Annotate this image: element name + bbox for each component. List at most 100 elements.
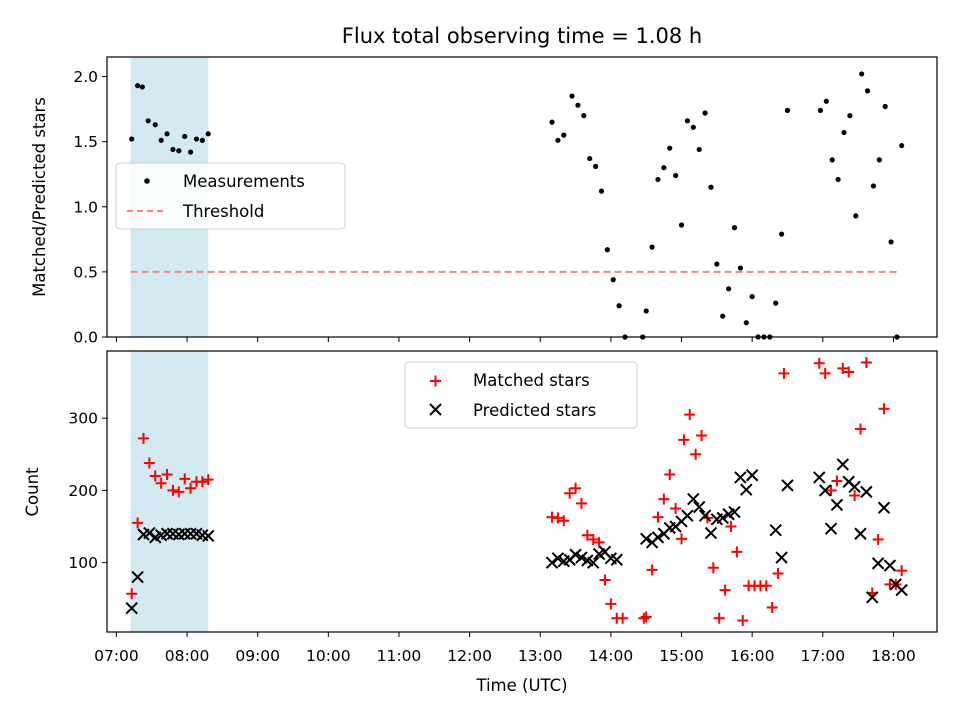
xtick-label: 16:00	[730, 647, 775, 665]
predicted-stars-point	[143, 526, 156, 540]
matched-stars-point	[725, 521, 737, 533]
matched-stars-point	[731, 546, 743, 558]
measurement-point	[737, 265, 743, 271]
xtick-label: 11:00	[377, 647, 422, 665]
matched-stars-point	[599, 574, 611, 586]
count-legend-label-matched: Matched stars	[473, 371, 590, 390]
measurement-point	[684, 118, 691, 124]
matched-stars-point	[593, 536, 605, 548]
predicted-stars-point	[184, 527, 197, 540]
measurement-point	[841, 129, 847, 136]
predicted-stars-point	[728, 505, 741, 519]
measurement-point	[888, 239, 894, 245]
measurement-point	[696, 146, 702, 153]
predicted-stars-point	[818, 484, 832, 497]
predicted-stars-point	[740, 483, 753, 496]
measurement-point	[667, 145, 673, 151]
predicted-stars-point	[639, 532, 653, 546]
measurement-point	[555, 137, 561, 143]
measurement-point	[170, 146, 176, 153]
measurement-point	[882, 103, 888, 110]
matched-stars-point	[719, 584, 731, 596]
measurement-point	[604, 247, 610, 253]
predicted-stars-point	[569, 548, 582, 561]
ratio-ytick-label: 0.5	[73, 263, 98, 281]
measurement-point	[678, 222, 685, 228]
matched-stars-point	[737, 614, 749, 626]
measurement-point	[726, 286, 732, 292]
xtick-label: 18:00	[871, 647, 916, 665]
matched-stars-point	[676, 533, 688, 545]
measurement-point	[587, 155, 593, 162]
predicted-stars-point	[692, 500, 706, 514]
predicted-stars-point	[587, 556, 600, 569]
matched-stars-point	[670, 502, 682, 514]
measurement-point	[847, 113, 853, 119]
matched-stars-point	[155, 477, 167, 489]
matched-stars-point	[658, 493, 670, 505]
predicted-stars-point	[871, 557, 885, 570]
ratio-ytick-label: 1.5	[73, 133, 98, 151]
matched-stars-point	[664, 469, 676, 481]
measurement-point	[610, 277, 616, 283]
ratio-legend-marker-measurements	[144, 178, 150, 184]
measurement-point	[714, 261, 720, 267]
measurement-point	[643, 308, 649, 314]
measurement-point	[773, 300, 779, 306]
predicted-stars-point	[745, 469, 759, 482]
predicted-stars-point	[781, 479, 794, 492]
matched-stars-point	[760, 580, 772, 592]
ratio-legend-label-measurements: Measurements	[183, 172, 305, 191]
matched-stars-point	[766, 601, 778, 613]
matched-stars-point	[185, 482, 197, 494]
count-legend-box	[404, 361, 638, 429]
matched-stars-point	[778, 367, 790, 379]
xtick-label: 07:00	[94, 647, 139, 665]
measurement-point	[158, 137, 164, 143]
measurement-point	[569, 93, 575, 99]
ratio-legend-box	[115, 162, 346, 230]
predicted-stars-point	[687, 492, 700, 506]
matched-stars-point	[161, 469, 173, 481]
ratio-axes-frame	[106, 56, 938, 338]
count-ytick-label: 100	[68, 554, 98, 572]
measurement-point	[164, 131, 170, 137]
matched-stars-point	[849, 489, 861, 501]
matched-stars-point	[575, 497, 587, 509]
predicted-stars-point	[704, 526, 718, 540]
predicted-stars-point	[202, 529, 215, 543]
measurement-point	[145, 118, 151, 124]
matched-stars-point	[652, 511, 664, 523]
measurement-point	[708, 184, 714, 190]
predicted-stars-point	[160, 527, 174, 540]
predicted-stars-point	[854, 527, 867, 540]
measurement-point	[661, 165, 667, 171]
matched-stars-point	[678, 434, 690, 446]
measurement-point	[616, 303, 622, 309]
matched-stars-point	[696, 430, 708, 442]
predicted-stars-point	[860, 485, 873, 499]
measurement-point	[853, 213, 859, 219]
matched-stars-point	[872, 534, 884, 546]
matched-stars-point	[638, 612, 650, 624]
measurement-point	[817, 107, 824, 113]
count-legend: Matched stars Predicted stars	[404, 361, 638, 429]
measurement-point	[176, 148, 182, 154]
ratio-ytick-label: 1.0	[73, 198, 98, 216]
measurement-point	[690, 124, 696, 130]
matched-stars-point	[772, 567, 784, 579]
measurement-point	[193, 136, 200, 142]
predicted-stars-point	[848, 480, 861, 494]
matched-stars-point	[137, 432, 149, 444]
matched-stars-point	[587, 534, 599, 546]
matched-stars-point	[149, 470, 161, 482]
matched-stars-point	[831, 475, 843, 487]
measurement-point	[743, 320, 749, 326]
xtick-label: 15:00	[659, 647, 704, 665]
matched-stars-point	[581, 529, 593, 541]
matched-stars-point	[564, 487, 576, 499]
predicted-stars-point	[610, 553, 623, 566]
measurement-point	[135, 83, 141, 89]
xtick-label: 09:00	[235, 647, 280, 665]
